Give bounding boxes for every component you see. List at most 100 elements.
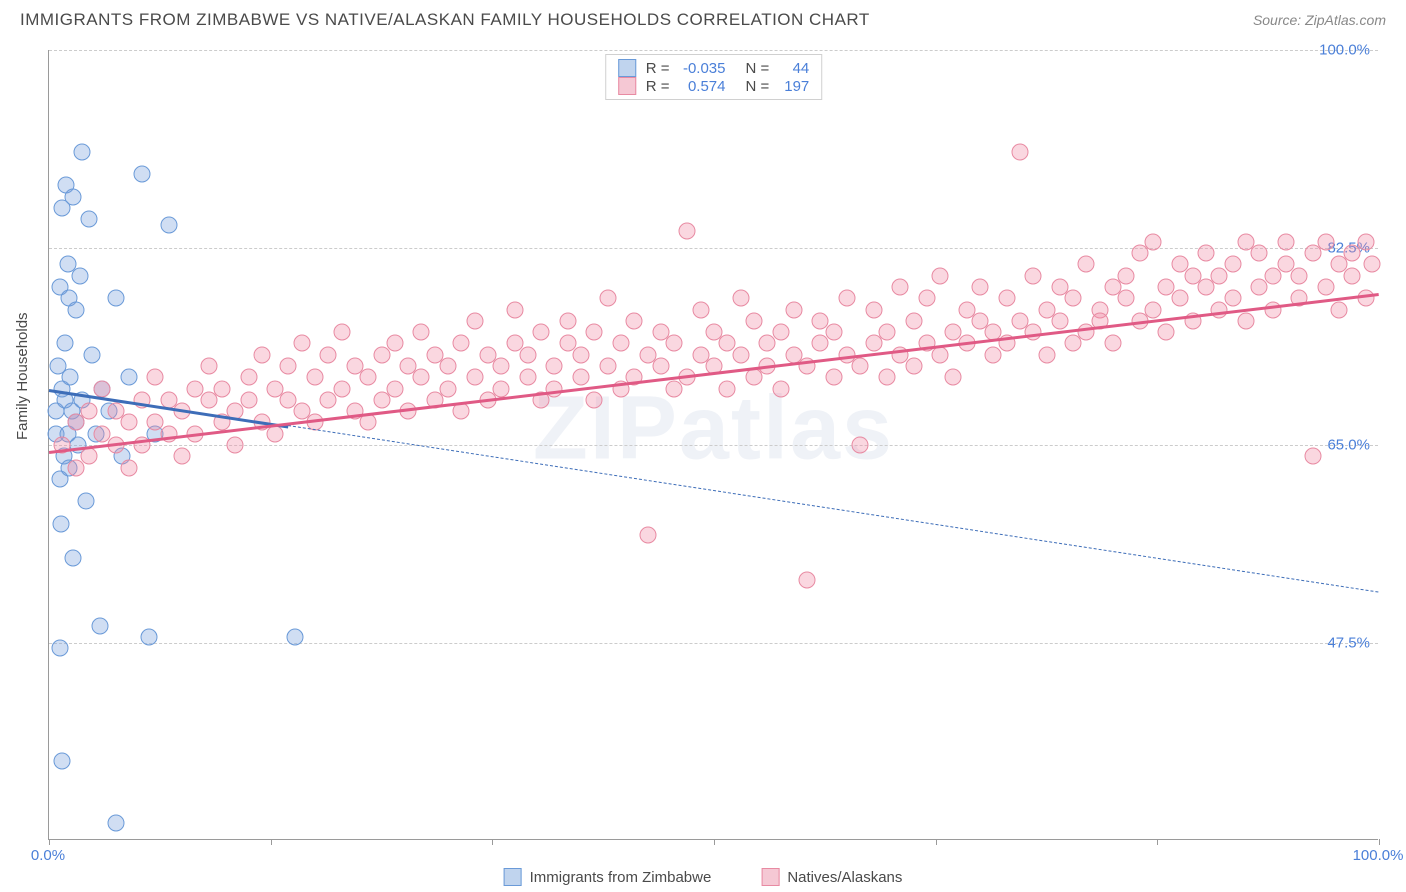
data-point <box>972 279 989 296</box>
stat-r-label: R = <box>646 60 670 77</box>
data-point <box>745 312 762 329</box>
data-point <box>1105 335 1122 352</box>
data-point <box>80 211 97 228</box>
data-point <box>493 380 510 397</box>
stat-r-value: -0.035 <box>676 60 726 77</box>
y-axis-label: Family Households <box>14 312 31 440</box>
data-point <box>280 358 297 375</box>
data-point <box>1144 301 1161 318</box>
data-point <box>519 369 536 386</box>
x-tick <box>1379 839 1380 845</box>
data-point <box>519 346 536 363</box>
data-point <box>586 391 603 408</box>
data-point <box>852 437 869 454</box>
data-point <box>51 640 68 657</box>
data-point <box>573 369 590 386</box>
data-point <box>160 216 177 233</box>
data-point <box>80 403 97 420</box>
legend-item: Immigrants from Zimbabwe <box>504 868 712 886</box>
data-point <box>799 572 816 589</box>
data-point <box>74 143 91 160</box>
data-point <box>546 358 563 375</box>
data-point <box>453 335 470 352</box>
data-point <box>772 324 789 341</box>
stat-n-value: 44 <box>775 60 809 77</box>
x-tick <box>714 839 715 845</box>
data-point <box>652 358 669 375</box>
data-point <box>227 437 244 454</box>
watermark: ZIPatlas <box>533 377 894 480</box>
data-point <box>1364 256 1381 273</box>
data-point <box>878 369 895 386</box>
data-point <box>785 301 802 318</box>
data-point <box>639 527 656 544</box>
data-point <box>493 358 510 375</box>
data-point <box>440 358 457 375</box>
data-point <box>386 380 403 397</box>
trend-line-extrapolated <box>288 425 1379 593</box>
data-point <box>466 369 483 386</box>
data-point <box>1118 290 1135 307</box>
data-point <box>440 380 457 397</box>
data-point <box>240 391 257 408</box>
stats-legend: R =-0.035N =44R =0.574N =197 <box>605 54 823 100</box>
legend-label: Immigrants from Zimbabwe <box>530 869 712 886</box>
data-point <box>852 358 869 375</box>
data-point <box>52 516 69 533</box>
data-point <box>825 324 842 341</box>
y-tick-label: 65.0% <box>1327 437 1370 454</box>
data-point <box>612 335 629 352</box>
data-point <box>599 290 616 307</box>
data-point <box>1357 233 1374 250</box>
stats-row: R = -0.035 N = 44 <box>618 59 810 77</box>
data-point <box>1317 279 1334 296</box>
data-point <box>945 369 962 386</box>
data-point <box>559 312 576 329</box>
data-point <box>1198 245 1215 262</box>
data-point <box>533 324 550 341</box>
data-point <box>91 617 108 634</box>
data-point <box>1357 290 1374 307</box>
data-point <box>413 369 430 386</box>
data-point <box>360 414 377 431</box>
series-swatch <box>618 77 636 95</box>
data-point <box>1171 290 1188 307</box>
data-point <box>573 346 590 363</box>
data-point <box>772 380 789 397</box>
data-point <box>865 301 882 318</box>
data-point <box>147 369 164 386</box>
data-point <box>506 301 523 318</box>
data-point <box>54 753 71 770</box>
data-point <box>333 324 350 341</box>
data-point <box>1144 233 1161 250</box>
data-point <box>333 380 350 397</box>
data-point <box>120 369 137 386</box>
data-point <box>1291 267 1308 284</box>
legend-label: Natives/Alaskans <box>787 869 902 886</box>
x-tick-label: 0.0% <box>31 847 65 864</box>
data-point <box>1224 256 1241 273</box>
data-point <box>253 346 270 363</box>
legend-item: Natives/Alaskans <box>761 868 902 886</box>
data-point <box>287 628 304 645</box>
data-point <box>267 425 284 442</box>
data-point <box>878 324 895 341</box>
data-point <box>80 448 97 465</box>
scatter-chart: ZIPatlas R =-0.035N =44R =0.574N =197 47… <box>48 50 1378 840</box>
x-tick <box>936 839 937 845</box>
data-point <box>386 335 403 352</box>
stat-n-label: N = <box>746 60 770 77</box>
data-point <box>892 279 909 296</box>
data-point <box>719 380 736 397</box>
data-point <box>107 290 124 307</box>
data-point <box>825 369 842 386</box>
data-point <box>71 267 88 284</box>
stat-r-value: 0.574 <box>676 78 726 95</box>
data-point <box>320 346 337 363</box>
data-point <box>140 628 157 645</box>
data-point <box>1251 245 1268 262</box>
gridline <box>49 643 1378 644</box>
data-point <box>1344 267 1361 284</box>
data-point <box>1238 312 1255 329</box>
data-point <box>64 188 81 205</box>
